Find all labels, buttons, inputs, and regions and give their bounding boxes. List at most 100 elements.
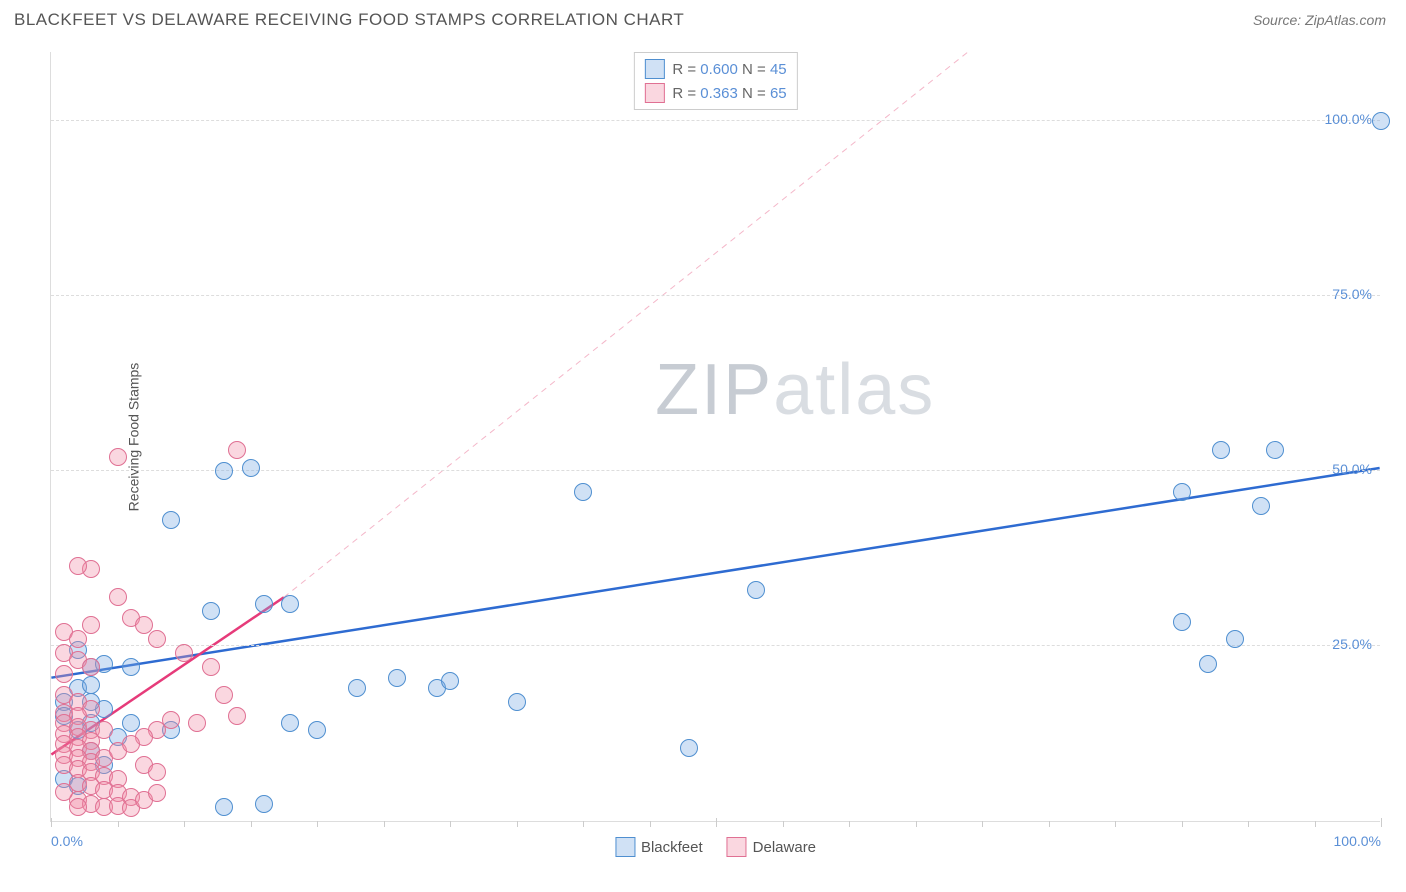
data-point: [1266, 441, 1284, 459]
data-point: [162, 511, 180, 529]
xtick: [1115, 821, 1116, 827]
data-point: [215, 462, 233, 480]
gridline: [51, 645, 1380, 646]
legend-stat-text: R = 0.363 N = 65: [672, 85, 786, 102]
xtick: [650, 821, 651, 827]
data-point: [1226, 630, 1244, 648]
data-point: [202, 602, 220, 620]
data-point: [122, 735, 140, 753]
watermark-zip: ZIP: [655, 350, 773, 430]
xtick: [1381, 818, 1382, 827]
data-point: [508, 693, 526, 711]
data-point: [122, 658, 140, 676]
data-point: [1372, 112, 1390, 130]
data-point: [175, 644, 193, 662]
data-point: [95, 721, 113, 739]
data-point: [1173, 613, 1191, 631]
data-point: [1173, 483, 1191, 501]
xtick: [849, 821, 850, 827]
data-point: [69, 630, 87, 648]
xtick: [1182, 821, 1183, 827]
xtick: [251, 821, 252, 827]
ytick-label: 25.0%: [1332, 636, 1372, 652]
xtick-label: 100.0%: [1334, 833, 1381, 849]
legend-swatch: [615, 837, 635, 857]
data-point: [308, 721, 326, 739]
data-point: [388, 669, 406, 687]
xtick: [982, 821, 983, 827]
legend-stat-row: R = 0.600 N = 45: [644, 57, 786, 81]
xtick: [1315, 821, 1316, 827]
data-point: [215, 686, 233, 704]
legend-series-item: Blackfeet: [615, 837, 703, 857]
xtick: [184, 821, 185, 827]
data-point: [242, 459, 260, 477]
xtick: [384, 821, 385, 827]
xtick: [716, 818, 717, 827]
data-point: [1212, 441, 1230, 459]
data-point: [228, 441, 246, 459]
data-point: [82, 676, 100, 694]
data-point: [82, 658, 100, 676]
xtick-label: 0.0%: [51, 833, 83, 849]
data-point: [188, 714, 206, 732]
xtick: [583, 821, 584, 827]
data-point: [202, 658, 220, 676]
header: BLACKFEET VS DELAWARE RECEIVING FOOD STA…: [0, 0, 1406, 36]
legend-stat-text: R = 0.600 N = 45: [672, 61, 786, 78]
chart-area: Receiving Food Stamps ZIPatlas R = 0.600…: [50, 52, 1380, 822]
legend-swatch: [727, 837, 747, 857]
ytick-label: 50.0%: [1332, 461, 1372, 477]
data-point: [574, 483, 592, 501]
xtick: [317, 821, 318, 827]
data-point: [255, 795, 273, 813]
data-point: [348, 679, 366, 697]
chart-title: BLACKFEET VS DELAWARE RECEIVING FOOD STA…: [14, 10, 684, 30]
data-point: [55, 783, 73, 801]
legend-series-label: Delaware: [753, 839, 816, 856]
data-point: [148, 763, 166, 781]
data-point: [109, 448, 127, 466]
data-point: [255, 595, 273, 613]
data-point: [148, 784, 166, 802]
legend-series-item: Delaware: [727, 837, 816, 857]
legend-stats: R = 0.600 N = 45 R = 0.363 N = 65: [633, 52, 797, 110]
watermark-atlas: atlas: [773, 350, 935, 430]
data-point: [55, 665, 73, 683]
data-point: [281, 595, 299, 613]
xtick: [118, 821, 119, 827]
gridline: [51, 120, 1380, 121]
legend-swatch: [644, 59, 664, 79]
watermark: ZIPatlas: [655, 349, 935, 431]
ytick-label: 75.0%: [1332, 286, 1372, 302]
data-point: [747, 581, 765, 599]
data-point: [82, 616, 100, 634]
gridline: [51, 295, 1380, 296]
data-point: [215, 798, 233, 816]
xtick: [450, 821, 451, 827]
y-axis-label: Receiving Food Stamps: [125, 362, 141, 511]
data-point: [148, 630, 166, 648]
data-point: [1199, 655, 1217, 673]
ytick-label: 100.0%: [1325, 111, 1372, 127]
data-point: [109, 588, 127, 606]
xtick: [783, 821, 784, 827]
xtick: [916, 821, 917, 827]
legend-swatch: [644, 83, 664, 103]
xtick: [1049, 821, 1050, 827]
data-point: [69, 557, 87, 575]
data-point: [281, 714, 299, 732]
data-point: [680, 739, 698, 757]
data-point: [1252, 497, 1270, 515]
data-point: [69, 798, 87, 816]
legend-stat-row: R = 0.363 N = 65: [644, 81, 786, 105]
legend-series: Blackfeet Delaware: [615, 837, 816, 857]
data-point: [228, 707, 246, 725]
data-point: [441, 672, 459, 690]
xtick: [51, 818, 52, 827]
source-label: Source: ZipAtlas.com: [1253, 12, 1386, 28]
xtick: [517, 821, 518, 827]
xtick: [1248, 821, 1249, 827]
trend-lines: [51, 52, 1380, 821]
legend-series-label: Blackfeet: [641, 839, 703, 856]
